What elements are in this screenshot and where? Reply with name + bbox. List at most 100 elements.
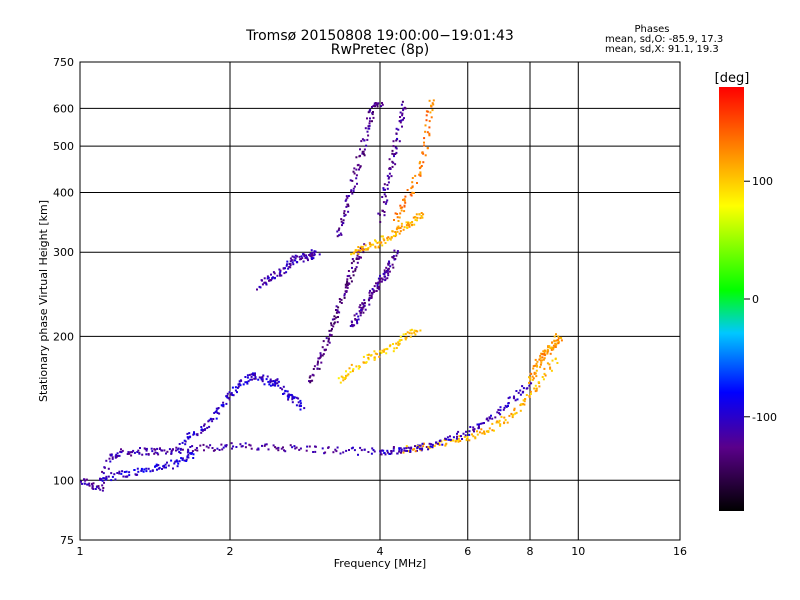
- data-point: [391, 152, 394, 155]
- data-point: [542, 358, 545, 361]
- data-point: [104, 478, 107, 481]
- data-point: [277, 446, 280, 449]
- data-point: [324, 451, 327, 454]
- data-point: [368, 291, 371, 294]
- data-point: [282, 267, 285, 270]
- data-point: [343, 377, 346, 380]
- data-point: [496, 411, 499, 414]
- data-point: [360, 256, 362, 259]
- data-point: [236, 391, 238, 394]
- data-point: [353, 172, 356, 175]
- y-axis-label: Stationary phase Virtual Height [km]: [37, 200, 50, 402]
- data-point: [88, 484, 91, 487]
- data-point: [499, 424, 502, 427]
- data-point: [362, 150, 365, 153]
- data-point: [380, 235, 383, 238]
- data-point: [528, 381, 530, 384]
- data-point: [113, 473, 116, 476]
- data-point: [392, 256, 395, 259]
- data-point: [232, 445, 235, 448]
- data-point: [359, 154, 361, 157]
- data-point: [396, 250, 399, 253]
- x-tick-label: 1: [77, 545, 84, 558]
- data-point: [161, 468, 163, 470]
- data-point: [369, 243, 371, 245]
- data-point: [423, 137, 426, 140]
- data-point: [389, 265, 392, 268]
- data-point: [411, 191, 414, 194]
- data-point: [406, 450, 409, 452]
- data-point: [309, 375, 312, 378]
- data-point: [515, 411, 518, 414]
- data-point: [222, 446, 225, 449]
- data-point: [400, 339, 403, 341]
- data-point: [340, 298, 343, 301]
- data-point: [349, 371, 352, 374]
- data-point: [408, 450, 410, 453]
- data-point: [405, 449, 408, 452]
- data-point: [381, 349, 384, 352]
- data-point: [99, 479, 102, 481]
- data-point: [301, 257, 304, 260]
- data-point: [298, 448, 301, 451]
- data-point: [164, 463, 167, 466]
- data-point: [369, 294, 372, 297]
- data-point: [291, 261, 294, 264]
- data-point: [292, 263, 295, 266]
- data-point: [151, 469, 154, 472]
- data-point: [145, 447, 148, 450]
- data-point: [415, 213, 418, 216]
- data-point: [157, 464, 160, 467]
- data-point: [330, 322, 333, 325]
- data-point: [419, 447, 422, 450]
- data-point: [244, 446, 247, 449]
- data-point: [191, 450, 194, 453]
- data-point: [543, 351, 546, 354]
- data-point: [221, 448, 224, 451]
- data-point: [397, 227, 400, 230]
- data-point: [122, 475, 125, 478]
- data-point: [392, 255, 395, 258]
- data-point: [361, 138, 364, 141]
- data-point: [217, 407, 220, 409]
- data-point: [538, 358, 541, 361]
- data-point: [116, 452, 119, 455]
- data-point: [386, 187, 389, 190]
- data-point: [311, 373, 314, 376]
- data-point: [383, 348, 386, 351]
- data-point: [413, 329, 416, 332]
- data-point: [130, 454, 133, 457]
- y-tick-label: 400: [53, 186, 74, 199]
- data-point: [536, 360, 539, 363]
- data-point: [352, 260, 355, 263]
- data-point: [238, 382, 241, 385]
- data-point: [402, 118, 404, 121]
- data-point: [101, 479, 104, 482]
- data-point: [131, 451, 134, 454]
- data-point: [386, 199, 389, 202]
- y-tick-label: 75: [60, 534, 74, 547]
- data-point: [266, 375, 269, 378]
- data-point: [172, 448, 174, 451]
- data-point: [218, 449, 221, 451]
- data-point: [431, 443, 434, 446]
- data-point: [343, 294, 346, 297]
- data-point: [250, 375, 253, 378]
- data-point: [365, 361, 368, 364]
- data-point: [351, 370, 354, 373]
- data-point: [425, 119, 428, 122]
- data-point: [363, 304, 366, 307]
- data-point: [394, 163, 397, 166]
- data-point: [276, 378, 279, 381]
- data-point: [94, 488, 97, 490]
- data-point: [355, 312, 358, 315]
- data-point: [405, 447, 408, 450]
- data-point: [394, 231, 397, 233]
- data-point: [411, 177, 414, 179]
- data-point: [222, 401, 225, 404]
- data-point: [384, 453, 387, 456]
- data-point: [350, 190, 353, 193]
- data-point: [232, 394, 235, 397]
- data-point: [459, 440, 462, 442]
- data-point: [537, 381, 540, 384]
